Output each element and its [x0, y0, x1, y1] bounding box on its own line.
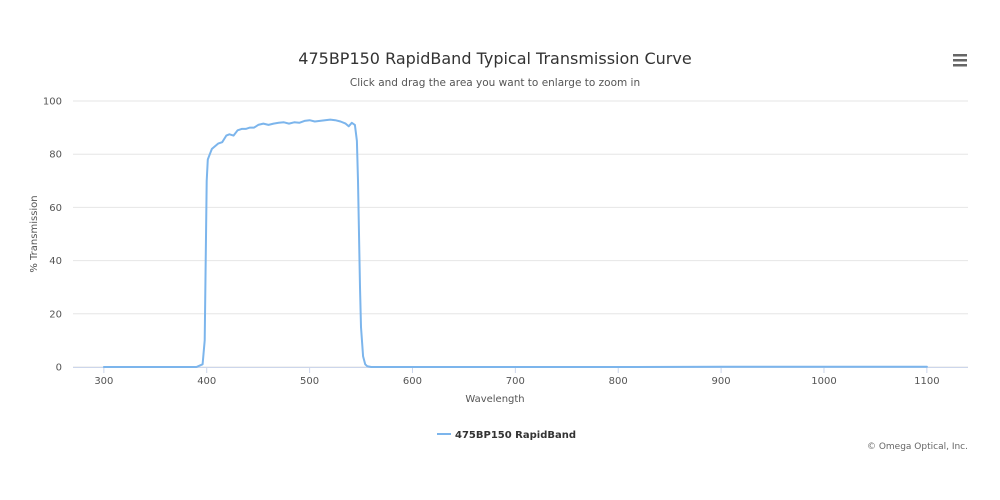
y-tick-label-40: 40 [49, 256, 62, 267]
y-tick-label-20: 20 [49, 309, 62, 320]
x-tick-label-300: 300 [94, 376, 113, 387]
x-axis-title: Wavelength [465, 394, 524, 405]
y-tick-label-80: 80 [49, 150, 62, 161]
x-tick-label-800: 800 [609, 376, 628, 387]
x-tick-label-700: 700 [506, 376, 525, 387]
legend[interactable]: 475BP150 RapidBand [437, 430, 576, 441]
plot-area[interactable] [102, 118, 928, 368]
x-tick-label-400: 400 [197, 376, 216, 387]
y-axis-title: % Transmission [29, 195, 40, 272]
x-tick-label-1100: 1100 [914, 376, 939, 387]
x-tick-label-1000: 1000 [811, 376, 836, 387]
x-axis-ticks: 300 400 500 600 700 800 900 1000 1100 [94, 367, 940, 387]
x-tick-label-500: 500 [300, 376, 319, 387]
chart-menu-button[interactable] [946, 48, 974, 72]
chart-title: 475BP150 RapidBand Typical Transmission … [298, 49, 691, 68]
series-line-0[interactable] [102, 118, 928, 368]
credits-text[interactable]: © Omega Optical, Inc. [867, 442, 968, 452]
grid-lines [73, 100, 968, 368]
y-tick-label-100: 100 [43, 97, 62, 108]
y-axis-ticks: 0 20 40 60 80 100 [43, 97, 62, 374]
y-tick-label-0: 0 [56, 363, 62, 374]
y-tick-label-60: 60 [49, 203, 62, 214]
x-tick-label-600: 600 [403, 376, 422, 387]
chart-subtitle: Click and drag the area you want to enla… [350, 77, 640, 89]
hamburger-menu-icon [953, 54, 967, 67]
legend-series-label[interactable]: 475BP150 RapidBand [455, 430, 576, 441]
x-tick-label-900: 900 [712, 376, 731, 387]
